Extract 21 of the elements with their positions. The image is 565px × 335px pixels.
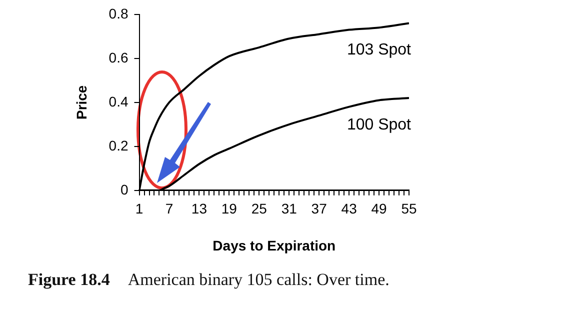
x-tick-label: 31 — [281, 200, 298, 217]
y-tick-label: 0.8 — [108, 5, 128, 22]
text: American binary 105 calls: Over time. — [128, 270, 390, 289]
x-tick-label: 37 — [311, 200, 328, 217]
series-label: 103 Spot — [346, 42, 412, 59]
y-axis-title: Price — [73, 85, 90, 120]
x-tick-label: 13 — [191, 200, 208, 217]
x-tick-label: 55 — [401, 200, 417, 217]
caption: Figure 18.4 — [28, 270, 110, 289]
x-axis-title: Days to Expiration — [212, 237, 336, 254]
x-tick-label: 43 — [341, 200, 358, 217]
x-tick-label: 7 — [165, 200, 174, 217]
y-tick-label: 0.4 — [108, 93, 128, 110]
x-tick-label: 49 — [371, 200, 388, 217]
y-tick-label: 0.2 — [108, 137, 128, 154]
x-tick-label: 1 — [135, 200, 144, 217]
x-tick-label: 25 — [251, 200, 268, 217]
series-label: 100 Spot — [346, 116, 412, 134]
y-tick-label: 0 — [120, 181, 128, 198]
x-tick-label: 19 — [221, 200, 238, 217]
y-tick-label: 0.6 — [108, 49, 128, 66]
